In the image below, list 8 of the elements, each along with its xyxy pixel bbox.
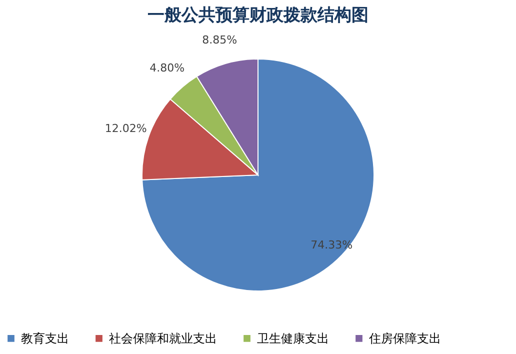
legend-label: 教育支出 — [21, 331, 69, 346]
legend-label: 住房保障支出 — [368, 331, 441, 346]
data-label: 4.80% — [150, 62, 185, 75]
data-label: 12.02% — [104, 122, 147, 135]
chart-title: 一般公共预算财政拨款结构图 — [148, 5, 368, 26]
data-label: 8.85% — [202, 33, 238, 46]
legend-label: 社会保障和就业支出 — [109, 331, 217, 346]
legend-label: 卫生健康支出 — [257, 331, 329, 346]
